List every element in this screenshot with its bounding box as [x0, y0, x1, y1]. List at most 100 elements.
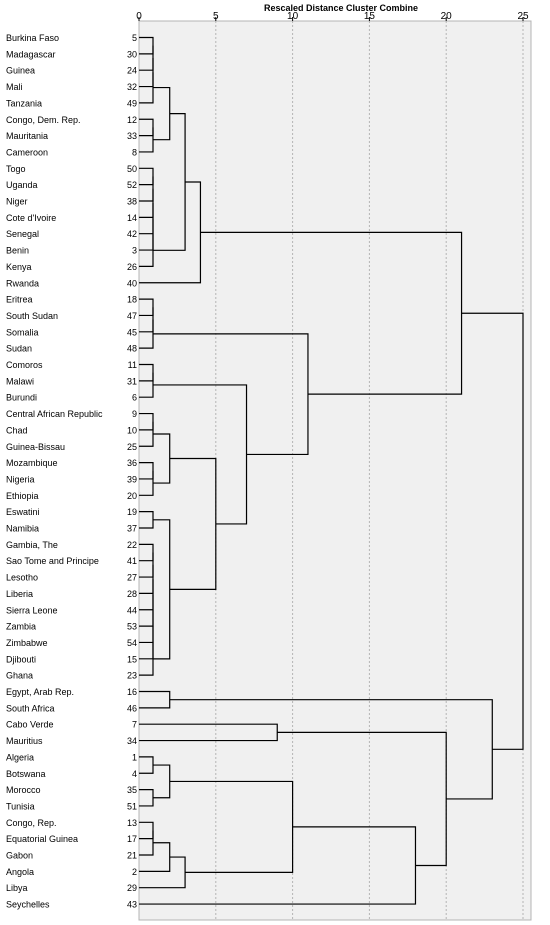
- leaf-case-number: 44: [127, 605, 137, 615]
- leaf-label: South Africa: [6, 703, 55, 713]
- leaf-case-number: 39: [127, 474, 137, 484]
- cluster-link: [139, 372, 154, 398]
- leaf-case-number: 8: [132, 147, 137, 157]
- leaf-label: Guinea-Bissau: [6, 442, 65, 452]
- leaf-label: Sao Tome and Principe: [6, 556, 99, 566]
- leaf-case-number: 15: [127, 654, 137, 664]
- x-tick-label: 15: [364, 11, 376, 22]
- leaf-case-number: 51: [127, 801, 137, 811]
- leaf-case-number: 40: [127, 278, 137, 288]
- chart-title: Rescaled Distance Cluster Combine: [264, 3, 418, 13]
- leaf-label: Angola: [6, 867, 34, 877]
- leaf-label: Equatorial Guinea: [6, 834, 78, 844]
- leaf-label: Chad: [6, 425, 28, 435]
- leaf-label: Egypt, Arab Rep.: [6, 687, 74, 697]
- leaf-case-number: 2: [132, 867, 137, 877]
- leaf-label: Benin: [6, 246, 29, 256]
- leaf-case-number: 14: [127, 213, 137, 223]
- leaf-case-number: 10: [127, 425, 137, 435]
- leaf-case-number: 41: [127, 556, 137, 566]
- leaf-case-number: 37: [127, 524, 137, 534]
- leaf-case-number: 1: [132, 752, 137, 762]
- leaf-case-number: 26: [127, 262, 137, 272]
- leaf-case-number: 20: [127, 491, 137, 501]
- leaf-case-number: 30: [127, 49, 137, 59]
- cluster-link: [139, 421, 154, 447]
- x-tick-label: 10: [287, 11, 299, 22]
- cluster-link: [139, 234, 154, 267]
- leaf-label: Liberia: [6, 589, 33, 599]
- leaf-label: Eritrea: [6, 295, 33, 305]
- x-tick-label: 0: [136, 11, 142, 22]
- leaf-label: Rwanda: [6, 278, 39, 288]
- leaf-case-number: 50: [127, 164, 137, 174]
- cluster-link: [139, 470, 154, 496]
- leaf-label: Mali: [6, 82, 23, 92]
- leaf-case-number: 45: [127, 327, 137, 337]
- leaf-label: Nigeria: [6, 474, 35, 484]
- leaf-case-number: 54: [127, 638, 137, 648]
- leaf-label: Tunisia: [6, 801, 35, 811]
- leaf-label: Somalia: [6, 327, 39, 337]
- leaf-label: Lesotho: [6, 573, 38, 583]
- plot-background: [138, 20, 532, 921]
- leaf-case-number: 21: [127, 851, 137, 861]
- leaf-case-number: 32: [127, 82, 137, 92]
- leaf-case-number: 48: [127, 344, 137, 354]
- leaf-label: Madagascar: [6, 49, 56, 59]
- leaf-label: Central African Republic: [6, 409, 103, 419]
- leaf-case-number: 27: [127, 573, 137, 583]
- leaf-case-number: 47: [127, 311, 137, 321]
- leaf-label: Namibia: [6, 524, 39, 534]
- leaf-case-number: 52: [127, 180, 137, 190]
- leaf-label: Comoros: [6, 360, 43, 370]
- leaf-case-number: 5: [132, 33, 137, 43]
- leaf-label: Gabon: [6, 851, 33, 861]
- leaf-label: Kenya: [6, 262, 32, 272]
- leaf-case-number: 19: [127, 507, 137, 517]
- leaf-label: Burundi: [6, 393, 37, 403]
- leaf-case-number: 12: [127, 115, 137, 125]
- leaf-label: Sierra Leone: [6, 605, 58, 615]
- leaf-label: Cameroon: [6, 147, 48, 157]
- leaf-label: Libya: [6, 883, 28, 893]
- leaf-label: Mauritius: [6, 736, 43, 746]
- leaf-label: Gambia, The: [6, 540, 58, 550]
- leaf-label: Senegal: [6, 229, 39, 239]
- leaf-case-number: 22: [127, 540, 137, 550]
- leaf-case-number: 28: [127, 589, 137, 599]
- leaf-case-number: 34: [127, 736, 137, 746]
- x-tick-label: 20: [441, 11, 453, 22]
- leaf-label: Congo, Rep.: [6, 818, 57, 828]
- leaf-label: Botswana: [6, 769, 46, 779]
- leaf-label: Burkina Faso: [6, 33, 59, 43]
- leaf-label: Seychelles: [6, 900, 50, 910]
- leaf-label: Zambia: [6, 622, 36, 632]
- leaf-label: Togo: [6, 164, 26, 174]
- leaf-case-number: 4: [132, 769, 137, 779]
- leaf-case-number: 38: [127, 197, 137, 207]
- leaf-label: Sudan: [6, 344, 32, 354]
- cluster-link: [461, 312, 524, 750]
- leaf-case-number: 46: [127, 703, 137, 713]
- leaf-case-number: 29: [127, 883, 137, 893]
- leaf-case-number: 35: [127, 785, 137, 795]
- leaf-case-number: 16: [127, 687, 137, 697]
- leaf-case-number: 18: [127, 295, 137, 305]
- leaf-label: Tanzania: [6, 98, 42, 108]
- leaf-label: Congo, Dem. Rep.: [6, 115, 81, 125]
- leaf-case-number: 24: [127, 66, 137, 76]
- leaf-case-number: 7: [132, 720, 137, 730]
- leaf-label: Malawi: [6, 376, 34, 386]
- leaf-label: Niger: [6, 197, 28, 207]
- leaf-label: Algeria: [6, 752, 34, 762]
- leaf-label: South Sudan: [6, 311, 58, 321]
- leaf-label: Mauritania: [6, 131, 48, 141]
- leaf-label: Eswatini: [6, 507, 40, 517]
- leaf-case-number: 31: [127, 376, 137, 386]
- x-tick-label: 5: [213, 11, 219, 22]
- leaf-label: Mozambique: [6, 458, 58, 468]
- leaf-label: Uganda: [6, 180, 38, 190]
- leaf-label: Morocco: [6, 785, 41, 795]
